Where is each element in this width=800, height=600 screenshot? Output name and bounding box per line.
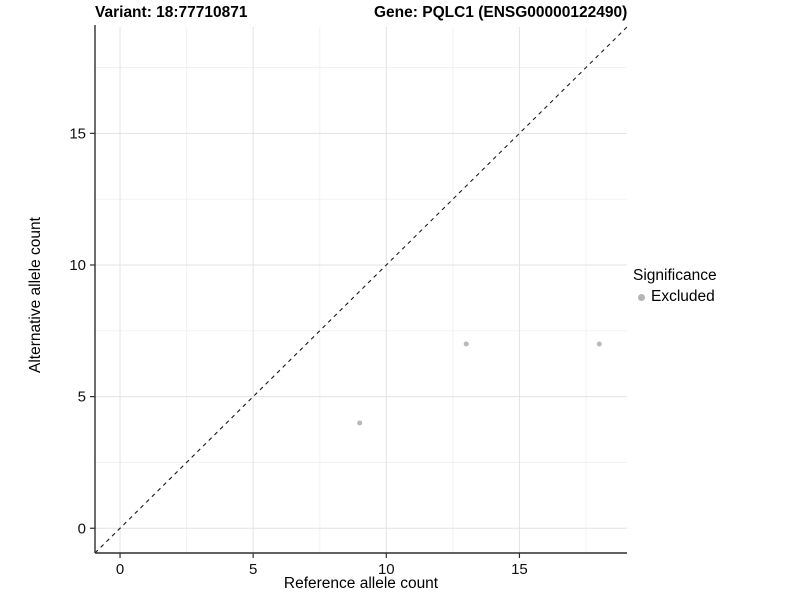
identity-dashed-line: [94, 26, 628, 554]
y-tick-label: 15: [69, 125, 86, 142]
x-tick-label: 10: [378, 561, 395, 578]
legend: Significance Excluded: [633, 267, 717, 306]
legend-entry-excluded: Excluded: [633, 288, 717, 306]
gene-title: Gene: PQLC1 (ENSG00000122490): [374, 4, 628, 21]
y-tick-label: 0: [78, 520, 86, 537]
legend-entry-label: Excluded: [651, 288, 715, 305]
variant-title: Variant: 18:77710871: [95, 4, 248, 21]
y-tick-label: 10: [69, 257, 86, 274]
x-axis-title: Reference allele count: [283, 575, 439, 592]
data-point: [463, 341, 469, 347]
data-point: [357, 420, 363, 426]
x-tick-label: 5: [249, 561, 257, 578]
y-axis-title: Alternative allele count: [27, 217, 44, 373]
legend-title: Significance: [633, 267, 717, 284]
x-tick-label: 0: [116, 561, 124, 578]
y-tick-label: 5: [78, 389, 86, 406]
excluded-point-icon: [638, 293, 645, 301]
data-point: [596, 341, 602, 347]
x-tick-label: 15: [511, 561, 528, 578]
